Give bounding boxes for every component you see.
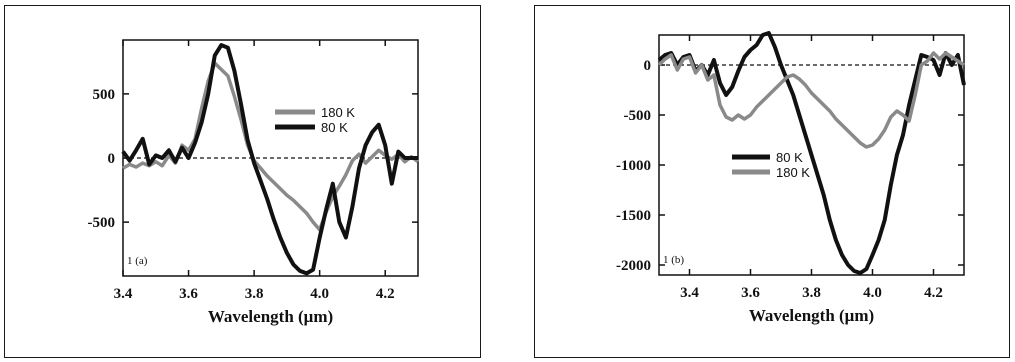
x-tick-label-a: 3.6	[179, 286, 198, 302]
y-tick-label-b: -1000	[616, 158, 651, 174]
x-axis-title-b: Wavelength (μm)	[749, 306, 874, 325]
x-tick-label-b: 4.0	[863, 285, 882, 301]
series-line-80k-b	[657, 31, 966, 275]
chart-panel-b	[534, 5, 1010, 358]
x-axis-title-a: Wavelength (μm)	[208, 307, 333, 326]
x-tick-label-a: 4.0	[310, 286, 329, 302]
y-tick-label-b: 0	[644, 58, 652, 74]
series-line-80k-a	[121, 43, 418, 276]
panel-label-b: 1 (b)	[663, 254, 684, 266]
y-tick-label-a: 500	[93, 87, 116, 103]
chart-panel-a	[4, 5, 481, 358]
x-tick-label-a: 3.8	[245, 286, 264, 302]
y-tick-label-b: -2000	[616, 258, 651, 274]
legend-label-b: 180 K	[776, 165, 810, 180]
y-tick-label-b: -1500	[616, 208, 651, 224]
x-tick-label-b: 3.6	[741, 285, 760, 301]
x-tick-label-a: 3.4	[114, 286, 133, 302]
panel-label-a: 1 (a)	[127, 255, 148, 267]
x-tick-label-b: 3.8	[802, 285, 821, 301]
y-tick-label-a: 0	[108, 151, 116, 167]
x-tick-label-a: 4.2	[376, 286, 395, 302]
legend-label-b: 80 K	[776, 150, 803, 165]
legend-label-a: 80 K	[321, 120, 348, 135]
x-tick-label-b: 4.2	[924, 285, 943, 301]
series-line-180k-b	[657, 51, 965, 149]
x-tick-label-b: 3.4	[680, 285, 699, 301]
y-tick-label-b: -500	[624, 108, 652, 124]
y-tick-label-a: -500	[88, 215, 116, 231]
legend-label-a: 180 K	[321, 105, 355, 120]
